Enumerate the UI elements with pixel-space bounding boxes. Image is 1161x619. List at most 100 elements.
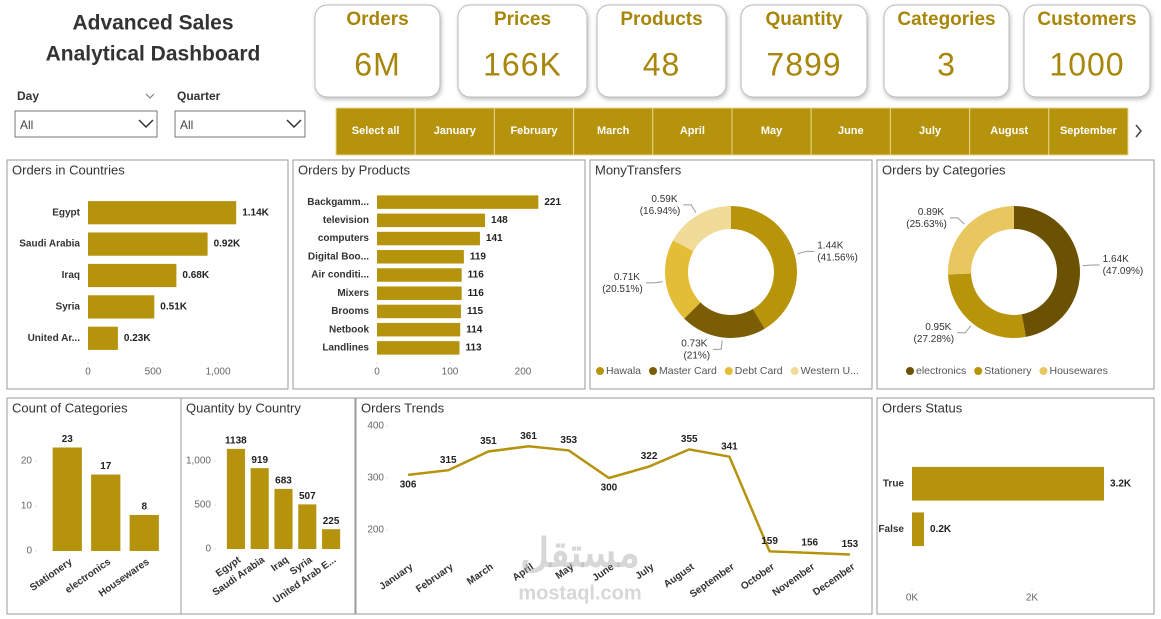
- value-label: 0.71K (20.51%): [602, 272, 643, 295]
- kpi-card: [314, 4, 441, 98]
- slicer-label: Day: [17, 89, 39, 103]
- x-tick-label: 0K: [906, 593, 919, 604]
- dashboard-title: Advanced Sales: [72, 12, 233, 35]
- donut-slice: [684, 302, 765, 338]
- donut-slice: [1014, 206, 1081, 337]
- dropdown-box: [174, 110, 306, 138]
- y-tick-label: 10: [21, 501, 33, 512]
- month-button[interactable]: [1048, 107, 1129, 156]
- month-button-label[interactable]: July: [919, 125, 942, 137]
- dropdown-box: [14, 110, 158, 138]
- month-button[interactable]: [810, 107, 891, 156]
- slicer-dropdown[interactable]: All: [174, 110, 306, 138]
- category-label: True: [883, 478, 905, 489]
- month-button[interactable]: [889, 107, 971, 156]
- x-tick-label: 0: [374, 367, 380, 378]
- month-button-label[interactable]: February: [510, 125, 558, 137]
- x-tick-label: 1,000: [205, 367, 230, 378]
- category-label: Egypt: [52, 207, 80, 218]
- slicer-dropdown[interactable]: All: [14, 110, 158, 138]
- kpi-card: [1023, 4, 1151, 98]
- legend-swatch: [649, 367, 658, 375]
- month-button-label[interactable]: April: [680, 125, 705, 137]
- chart-title: Orders in Countries: [12, 162, 125, 177]
- y-tick-label: 300: [367, 473, 384, 484]
- bar: [377, 195, 539, 209]
- legend-swatch: [974, 367, 983, 375]
- value-label: 0.95K (27.28%): [914, 321, 955, 344]
- value-label: 8: [141, 502, 147, 513]
- dropdown-value: All: [20, 118, 33, 132]
- chart-title: Orders by Products: [298, 162, 410, 177]
- category-label: Digital Boo...: [308, 251, 369, 262]
- slicer-label: Quarter: [177, 89, 221, 103]
- month-button[interactable]: [652, 107, 733, 156]
- value-label: 114: [466, 324, 483, 335]
- month-button-label[interactable]: August: [990, 125, 1028, 137]
- value-label: 1138: [225, 435, 247, 446]
- bar: [88, 326, 118, 350]
- kpi-card: [740, 4, 868, 98]
- month-button-label[interactable]: March: [597, 125, 630, 137]
- value-label: 1.44K (41.56%): [817, 240, 858, 263]
- month-button-label[interactable]: Select all: [352, 125, 400, 137]
- month-button[interactable]: [493, 107, 575, 156]
- value-label: 300: [601, 483, 618, 494]
- watermark: مستقل: [520, 532, 640, 576]
- legend-label: Western U...: [801, 365, 859, 377]
- panel: [876, 397, 1155, 615]
- month-button[interactable]: [573, 107, 654, 156]
- donut-slice: [948, 273, 1026, 338]
- bar: [377, 322, 461, 337]
- category-label: United Ar...: [28, 333, 81, 344]
- leader-line: [957, 325, 972, 334]
- chart-title: Orders by Categories: [882, 162, 1006, 177]
- month-button-label[interactable]: January: [434, 125, 477, 137]
- category-label: Landlines: [322, 343, 369, 354]
- kpi-value: 6M: [354, 46, 400, 82]
- category-label: False: [878, 524, 904, 535]
- value-label: 3.2K: [1110, 478, 1132, 489]
- value-label: 355: [681, 434, 698, 445]
- category-label: Iraq: [62, 270, 80, 281]
- month-button-label[interactable]: May: [761, 125, 783, 137]
- value-label: 306: [400, 480, 417, 491]
- value-label: 23: [62, 434, 74, 445]
- bar: [377, 268, 462, 282]
- dropdown-chevron: [286, 119, 302, 129]
- y-tick-label: 0: [26, 546, 32, 557]
- value-label: 1.14K: [242, 207, 269, 218]
- leader-line: [949, 217, 965, 225]
- legend-swatch: [596, 367, 604, 375]
- value-label: 353: [560, 435, 577, 446]
- bar: [377, 341, 460, 355]
- month-button-label[interactable]: June: [838, 125, 864, 137]
- value-label: 141: [486, 233, 503, 244]
- month-button-label[interactable]: September: [1060, 125, 1118, 137]
- leader-line: [683, 204, 697, 213]
- legend-swatch: [1039, 367, 1048, 375]
- bar: [226, 448, 245, 549]
- value-label: 322: [641, 451, 658, 462]
- donut-slice: [673, 206, 731, 252]
- value-label: 0.51K: [160, 302, 187, 313]
- month-button[interactable]: [731, 107, 812, 156]
- x-tick-label: 200: [515, 367, 532, 378]
- leader-line: [797, 250, 815, 255]
- value-label: 919: [251, 455, 268, 466]
- kpi-card: [457, 4, 588, 98]
- category-label: Backgamm...: [307, 197, 369, 208]
- value-label: 119: [470, 251, 487, 262]
- legend-label: Master Card: [659, 365, 717, 377]
- dashboard-title: Analytical Dashboard: [46, 43, 261, 66]
- value-label: 221: [544, 197, 561, 208]
- scroll-arrow[interactable]: [1135, 124, 1142, 138]
- y-tick-label: 200: [367, 525, 384, 536]
- kpi-value: 3: [937, 46, 956, 82]
- category-label: Saudi Arabia: [19, 239, 80, 250]
- kpi-value: 1000: [1049, 46, 1124, 82]
- kpi-label: Customers: [1037, 9, 1136, 30]
- chart-title: Orders Trends: [361, 400, 445, 415]
- bar: [377, 286, 462, 300]
- kpi-card: [596, 4, 727, 98]
